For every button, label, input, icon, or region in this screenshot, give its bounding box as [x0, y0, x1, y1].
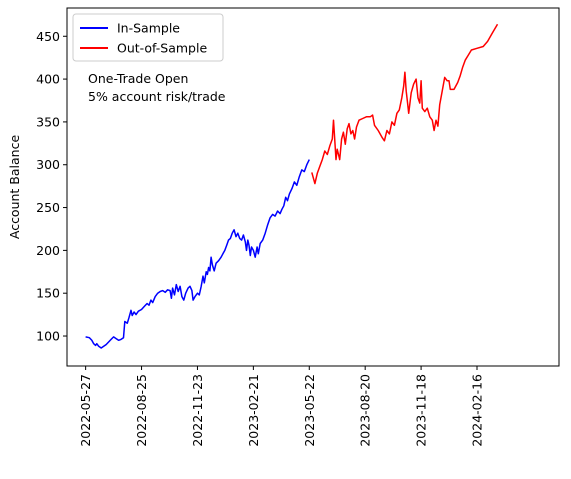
legend: In-Sample Out-of-Sample — [72, 13, 224, 62]
x-tick-label: 2022-11-23 — [190, 374, 205, 447]
plot-frame — [66, 7, 560, 367]
y-tick-label: 100 — [36, 329, 60, 344]
series-line-in-sample — [85, 159, 310, 349]
x-tick-label: 2022-05-27 — [78, 374, 93, 447]
legend-box — [72, 13, 224, 62]
y-tick-label: 450 — [36, 29, 60, 44]
annotation-risk: 5% account risk/trade — [88, 89, 226, 104]
y-tick-label: 300 — [36, 157, 60, 172]
y-axis-label: Account Balance — [7, 135, 22, 240]
x-tick-label: 2023-11-18 — [414, 374, 429, 447]
y-tick-label: 350 — [36, 114, 60, 129]
x-tick-label: 2023-05-22 — [302, 374, 317, 447]
plot-content — [85, 23, 499, 349]
x-tick-label: 2023-02-21 — [246, 374, 261, 447]
y-tick-label: 400 — [36, 72, 60, 87]
y-tick-label: 250 — [36, 200, 60, 215]
series-line-out-of-sample — [311, 23, 499, 185]
y-tick-label: 150 — [36, 286, 60, 301]
y-axis: 100 150 200 250 300 350 400 450 — [36, 29, 67, 344]
y-tick-label: 200 — [36, 243, 60, 258]
x-axis: 2022-05-27 2022-08-25 2022-11-23 2023-02-21… — [78, 366, 485, 447]
legend-label-in-sample: In-Sample — [117, 21, 180, 36]
annotation-strategy: One-Trade Open — [88, 71, 188, 86]
x-tick-label: 2022-08-25 — [134, 374, 149, 447]
x-tick-label: 2024-02-16 — [470, 374, 485, 447]
x-tick-label: 2023-08-20 — [358, 374, 373, 447]
legend-label-out-of-sample: Out-of-Sample — [117, 41, 207, 56]
